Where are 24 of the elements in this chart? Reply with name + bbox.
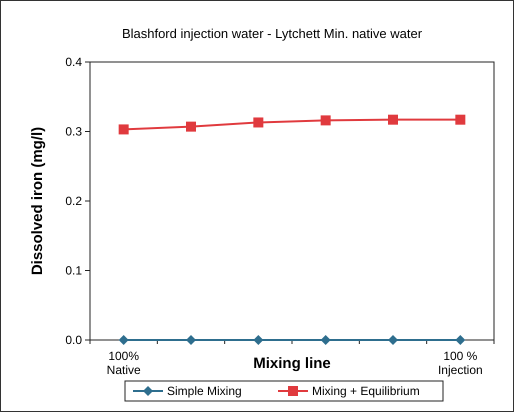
x-axis-title: Mixing line [253,355,331,372]
point [253,335,264,345]
y-tick-label: 0.4 [65,55,82,69]
legend-label: Simple Mixing [167,384,242,398]
point [186,335,196,345]
x-tick-label: 100% Native [106,349,141,377]
y-tick-label: 0.1 [65,264,82,278]
y-axis-title: Dissolved iron (mg/l) [29,126,46,276]
point [455,335,466,345]
y-tick-label: 0.0 [65,333,82,347]
legend-label: Mixing + Equilibrium [312,384,420,398]
point [320,115,331,126]
chart-title: Blashford injection water - Lytchett Min. native water [122,26,423,41]
y-tick-label: 0.2 [65,194,82,208]
point [118,124,129,134]
point [118,335,129,345]
point [186,122,196,132]
point [455,114,466,125]
point [320,335,331,345]
point [388,114,398,125]
point [388,335,398,345]
x-tick-label: 100 % Injection [438,349,483,377]
point [253,117,264,128]
y-tick-label: 0.3 [65,124,82,138]
